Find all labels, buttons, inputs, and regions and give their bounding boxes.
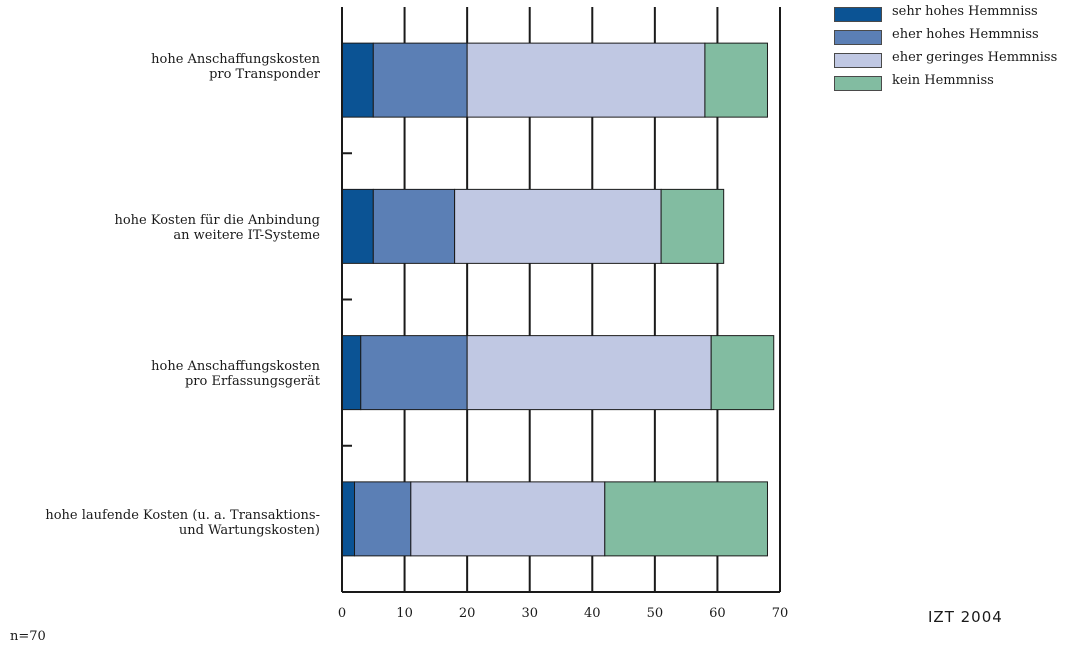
bar-segment xyxy=(660,188,725,264)
bar-segment xyxy=(604,481,768,557)
category-label: hohe Anschaffungskosten pro Erfassungsge… xyxy=(0,359,320,389)
x-tick-label: 10 xyxy=(396,606,413,621)
category-label: hohe Kosten für die Anbindung an weitere… xyxy=(0,213,320,243)
bar-segment xyxy=(704,42,768,118)
legend-swatch xyxy=(834,7,882,22)
legend-label: eher geringes Hemmniss xyxy=(892,50,1058,65)
bar-segment xyxy=(354,481,412,557)
bar-segment xyxy=(341,481,356,557)
category-label-line: hohe Anschaffungskosten xyxy=(151,52,320,67)
bar-segment xyxy=(372,42,468,118)
bar-segment xyxy=(372,188,456,264)
x-tick-label: 70 xyxy=(772,606,789,621)
x-tick-label: 0 xyxy=(338,606,346,621)
category-label-line: hohe Kosten für die Anbindung xyxy=(114,213,320,228)
bar-segment xyxy=(341,188,374,264)
x-tick-label: 50 xyxy=(647,606,664,621)
bar-segment xyxy=(466,42,706,118)
legend-swatch xyxy=(834,30,882,45)
bar-segment xyxy=(410,481,606,557)
legend-label: eher hohes Hemmniss xyxy=(892,27,1039,42)
source-label: IZT 2004 xyxy=(928,608,1003,626)
category-label-line: hohe Anschaffungskosten xyxy=(151,359,320,374)
bar-group xyxy=(341,42,775,557)
category-label-line: an weitere IT-Systeme xyxy=(173,228,320,243)
bar-segment xyxy=(360,335,468,411)
x-tick-label: 60 xyxy=(709,606,726,621)
bar-segment xyxy=(710,335,775,411)
sample-size-note: n=70 xyxy=(10,629,46,644)
category-label-line: pro Erfassungsgerät xyxy=(184,374,320,389)
axes xyxy=(341,7,780,593)
legend-label: sehr hohes Hemmniss xyxy=(892,4,1038,19)
x-tick-label: 30 xyxy=(521,606,538,621)
legend-swatch xyxy=(834,53,882,68)
x-tick-labels: 0 10 20 30 40 50 60 70 xyxy=(338,606,788,621)
bar-segment xyxy=(341,42,374,118)
legend-swatch xyxy=(834,76,882,91)
legend-label: kein Hemmniss xyxy=(892,73,994,88)
bar-segment xyxy=(341,335,362,411)
category-label-line: pro Transponder xyxy=(209,67,320,82)
x-tick-label: 40 xyxy=(584,606,601,621)
category-label-line: und Wartungskosten) xyxy=(178,523,320,538)
x-tick-label: 20 xyxy=(459,606,476,621)
category-label-line: hohe laufende Kosten (u. a. Transaktions… xyxy=(45,508,320,523)
bar-segment xyxy=(454,188,662,264)
category-label: hohe laufende Kosten (u. a. Transaktions… xyxy=(0,508,320,538)
category-label: hohe Anschaffungskosten pro Transponder xyxy=(0,52,320,82)
bar-segment xyxy=(466,335,712,411)
